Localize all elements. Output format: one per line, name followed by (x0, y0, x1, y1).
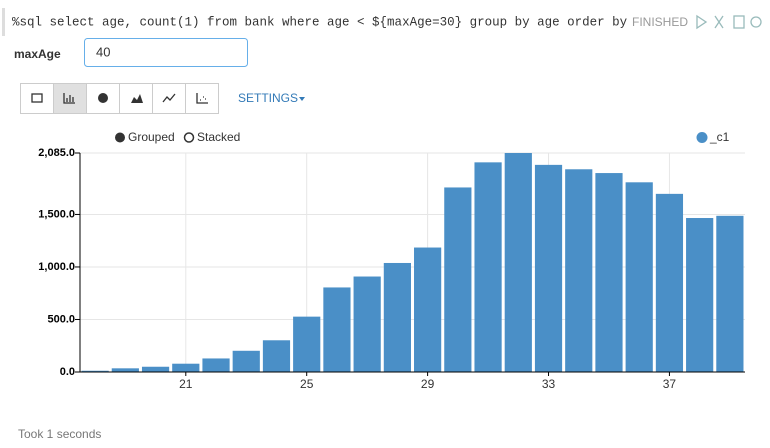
icon (196, 93, 208, 104)
toolbar (20, 83, 219, 114)
bar (716, 215, 744, 372)
footer: Took 1 seconds (18, 427, 101, 441)
icon (131, 94, 143, 103)
legend-option[interactable]: Grouped (128, 130, 175, 144)
settings-icon[interactable] (750, 16, 762, 28)
form-input[interactable] (84, 38, 248, 67)
bar (414, 247, 442, 372)
y-tick-label: 0.0 (60, 366, 75, 378)
bar (565, 169, 593, 372)
bar (595, 173, 623, 372)
y-tick-label: 1,000.0 (38, 261, 75, 273)
run-icon[interactable] (696, 14, 708, 30)
bar (202, 358, 230, 372)
legend-option-marker[interactable] (183, 132, 195, 143)
y-tick-label: 500.0 (47, 313, 75, 325)
y-tick-label: 2,085.0 (38, 147, 75, 159)
legend-marker (696, 132, 708, 143)
bar (81, 370, 109, 372)
table-button[interactable] (20, 83, 54, 114)
legend-label: _c1 (709, 130, 730, 144)
status: FINISHED (632, 15, 688, 29)
x-tick-label: 33 (542, 377, 556, 391)
x-tick-label: 25 (300, 377, 314, 391)
hide-icon[interactable] (714, 15, 724, 29)
caret (299, 97, 305, 101)
form-input-value: 40 (96, 44, 110, 59)
bar (474, 162, 502, 372)
bar (625, 182, 653, 372)
area-button[interactable] (119, 83, 153, 114)
bar (534, 164, 563, 372)
bar (111, 368, 139, 372)
bar (655, 193, 684, 372)
icon (98, 93, 108, 103)
form-label: maxAge (14, 47, 61, 61)
bar (686, 218, 714, 372)
icon (162, 93, 176, 103)
editor-icon[interactable] (733, 15, 745, 29)
bar (141, 366, 170, 372)
bar (383, 262, 411, 372)
bar (172, 363, 200, 372)
bar (262, 340, 291, 372)
bar (504, 153, 532, 372)
legend-option-marker[interactable] (115, 132, 125, 143)
query-text[interactable]: %sql select age, count(1) from bank wher… (12, 15, 643, 29)
paragraph-handle (2, 8, 5, 36)
x-tick-label: 37 (663, 377, 677, 391)
icon (31, 93, 43, 103)
bar (232, 350, 260, 372)
x-tick-label: 29 (421, 377, 435, 391)
settings-toggle[interactable]: SETTINGS (238, 91, 298, 105)
scatter-button[interactable] (185, 83, 219, 114)
bar (444, 187, 472, 372)
y-tick-label: 1,500.0 (38, 208, 75, 220)
bar (293, 316, 321, 372)
icon (63, 93, 75, 104)
x-tick-label: 21 (179, 377, 193, 391)
bar (323, 287, 351, 372)
bar (353, 276, 381, 372)
legend-option[interactable]: Stacked (197, 130, 240, 144)
